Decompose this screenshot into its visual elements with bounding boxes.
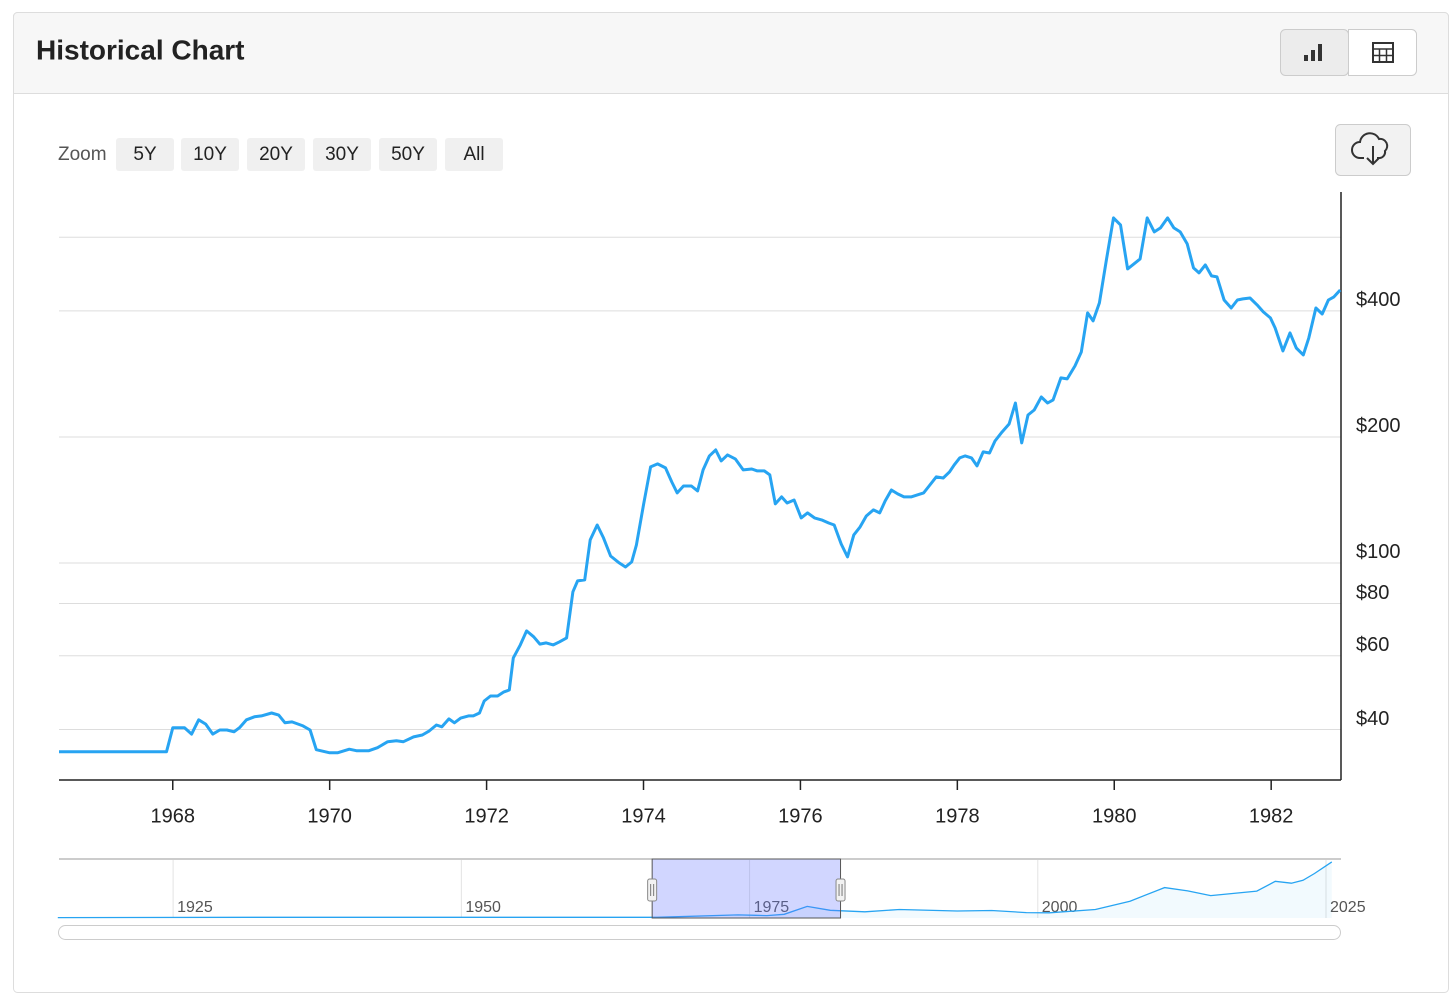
y-tick-label: $400 [1356, 289, 1401, 311]
y-tick-label: $60 [1356, 634, 1389, 656]
navigator-tick-label: 2025 [1330, 899, 1366, 916]
zoom-button-bg[interactable] [313, 138, 371, 171]
zoom-button[interactable]: 20Y [247, 138, 305, 171]
navigator-tick-label: 1925 [177, 899, 213, 916]
x-tick-label: 1970 [307, 805, 352, 827]
navigator-tick-label: 1950 [465, 899, 501, 916]
navigator-tick-label: 1975 [754, 899, 790, 916]
x-tick-label: 1978 [935, 805, 980, 827]
navigator-handle[interactable] [835, 878, 846, 902]
table-view-button[interactable] [1348, 29, 1417, 76]
x-tick-label: 1980 [1092, 805, 1137, 827]
zoom-button[interactable]: 50Y [379, 138, 437, 171]
chart-view-button[interactable] [1280, 29, 1349, 76]
zoom-button-bg[interactable] [379, 138, 437, 171]
x-tick-label: 1974 [621, 805, 666, 827]
navigator-handle[interactable] [647, 878, 658, 902]
zoom-button-label[interactable]: 30Y [325, 144, 359, 165]
zoom-button-label[interactable]: 20Y [259, 144, 293, 165]
card-header [13, 12, 1449, 94]
y-tick-label: $80 [1356, 582, 1389, 604]
zoom-button[interactable]: 30Y [313, 138, 371, 171]
x-tick-label: 1972 [464, 805, 509, 827]
zoom-button-bg[interactable] [181, 138, 239, 171]
zoom-label: Zoom [58, 144, 107, 165]
y-tick-label: $40 [1356, 708, 1389, 730]
price-line [59, 216, 1342, 755]
zoom-button[interactable]: All [445, 138, 503, 171]
main-chart: $40 $60 $80 $100 $200 $400 1968 1970 1972 1974 197… [59, 192, 1401, 827]
zoom-button-bg[interactable] [116, 138, 174, 171]
zoom-button[interactable]: 5Y [116, 138, 174, 171]
x-tick-label: 1968 [151, 805, 196, 827]
zoom-button-label[interactable]: 50Y [391, 144, 425, 165]
y-tick-label: $100 [1356, 541, 1401, 563]
navigator-area [57, 861, 1332, 918]
scrollbar[interactable] [58, 925, 1341, 940]
title: Historical Chart [36, 34, 245, 65]
navigator-handle-grip [650, 884, 655, 896]
zoom-button-label[interactable]: 10Y [193, 144, 227, 165]
zoom-button-bg[interactable] [445, 138, 503, 171]
navigator-handle-grip [838, 884, 843, 896]
zoom-button-bg[interactable] [247, 138, 305, 171]
zoom-button-label[interactable]: All [463, 144, 484, 165]
x-tick-label: 1982 [1249, 805, 1294, 827]
x-tick-label: 1976 [778, 805, 823, 827]
zoom-buttons: 5Y 10Y 20Y 30Y 50Y All [116, 138, 503, 171]
download-button[interactable] [1335, 124, 1411, 176]
zoom-button-label[interactable]: 5Y [133, 144, 157, 165]
zoom-button[interactable]: 10Y [181, 138, 239, 171]
navigator-line [57, 861, 1333, 919]
navigator-window[interactable] [651, 858, 842, 919]
y-tick-label: $200 [1356, 415, 1401, 437]
